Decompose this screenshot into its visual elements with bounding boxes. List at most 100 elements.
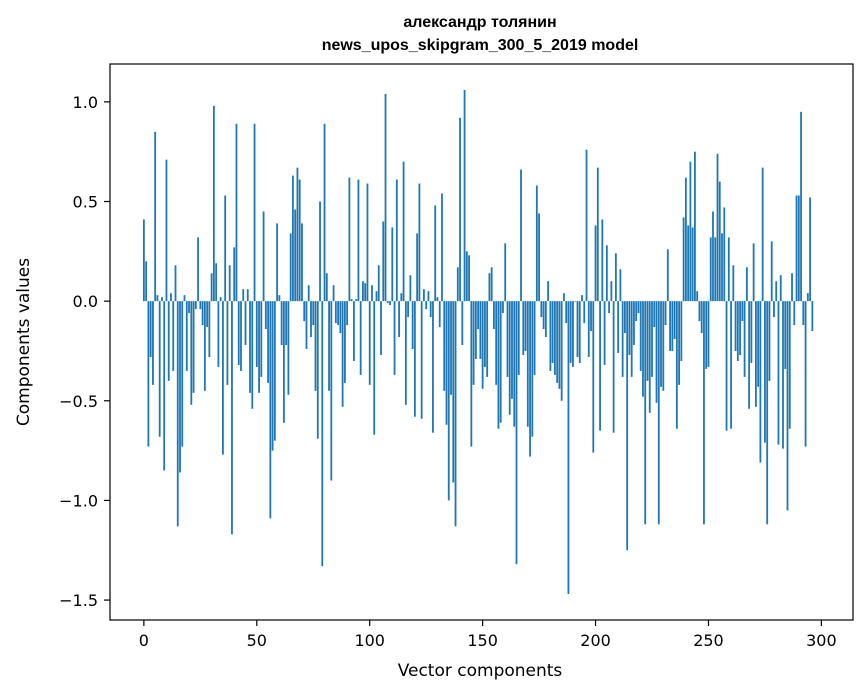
bar (319, 201, 321, 302)
bar (549, 301, 552, 371)
bar (472, 301, 475, 385)
bar (809, 197, 811, 302)
bar (511, 301, 513, 399)
bar (357, 179, 360, 302)
bar (289, 233, 292, 302)
bar (181, 301, 184, 447)
bar (149, 301, 152, 357)
bar (572, 301, 574, 367)
bar (806, 293, 809, 302)
bar (542, 301, 545, 330)
bar (664, 301, 667, 326)
bar (280, 301, 283, 345)
bar (504, 243, 507, 302)
bar (795, 195, 798, 302)
bar (770, 241, 773, 302)
bar (723, 207, 726, 302)
bar (346, 301, 349, 326)
bar (154, 131, 157, 302)
bar (590, 301, 592, 332)
bar (630, 301, 633, 377)
bar (163, 301, 166, 471)
bar (470, 301, 473, 447)
bar (325, 273, 328, 302)
bar (624, 301, 626, 334)
bar (481, 301, 484, 389)
bar (526, 301, 529, 427)
bar (206, 301, 209, 328)
bar (271, 301, 274, 451)
bar (610, 281, 613, 302)
bar (285, 301, 288, 345)
bar (409, 275, 412, 302)
bar (635, 301, 638, 322)
bar (441, 193, 443, 302)
bar (269, 301, 272, 519)
bar (666, 249, 669, 302)
bar (490, 267, 493, 302)
plot-frame (109, 63, 854, 621)
y-tick-label: −1.0 (59, 491, 98, 510)
bar (244, 301, 247, 345)
bar (359, 301, 362, 375)
bar (294, 209, 297, 302)
bar (199, 301, 202, 310)
bar (759, 301, 762, 463)
bar (411, 301, 414, 349)
bar (348, 177, 351, 302)
bar (563, 293, 565, 302)
bar (569, 301, 572, 363)
bar (587, 301, 590, 357)
bar (355, 299, 358, 302)
bar (567, 301, 570, 595)
bar (418, 183, 421, 302)
bar (158, 301, 161, 437)
bar (260, 301, 263, 377)
bar-series (142, 89, 814, 595)
bar (287, 301, 290, 395)
bar (684, 177, 687, 302)
bar (468, 255, 470, 302)
bar (210, 273, 213, 302)
bar (339, 301, 342, 334)
bar (782, 301, 784, 449)
bar (474, 301, 477, 359)
bar (687, 225, 690, 302)
x-tick-label: 200 (580, 631, 611, 650)
bar (524, 301, 527, 351)
bar (540, 301, 543, 318)
bar (194, 301, 197, 310)
bar (669, 301, 671, 351)
bar (450, 301, 452, 395)
bar (732, 265, 735, 302)
y-tick-label: 0.5 (73, 193, 98, 212)
x-tick-label: 50 (247, 631, 267, 650)
bar (700, 301, 703, 334)
bar (167, 301, 170, 381)
bar (529, 301, 531, 457)
bar (547, 281, 550, 302)
bar (368, 301, 371, 385)
bar (456, 267, 459, 302)
bar (246, 289, 249, 302)
bar (535, 185, 538, 302)
bar (626, 301, 629, 551)
bar (276, 223, 279, 302)
bar (312, 301, 315, 326)
x-axis-ticks: 0 50 100 150 200 250 300 (139, 620, 837, 650)
bar (323, 123, 326, 302)
bar (251, 301, 254, 409)
bar (517, 301, 520, 375)
bar (639, 301, 642, 371)
bar (614, 253, 617, 302)
bar (384, 93, 387, 302)
x-tick-label: 0 (139, 631, 149, 650)
bar (522, 301, 525, 355)
bar (675, 301, 678, 429)
y-tick-label: 1.0 (73, 93, 98, 112)
bar (447, 301, 450, 501)
bar (350, 299, 353, 302)
bar (621, 301, 624, 377)
bar (364, 283, 367, 302)
bar (553, 301, 556, 375)
